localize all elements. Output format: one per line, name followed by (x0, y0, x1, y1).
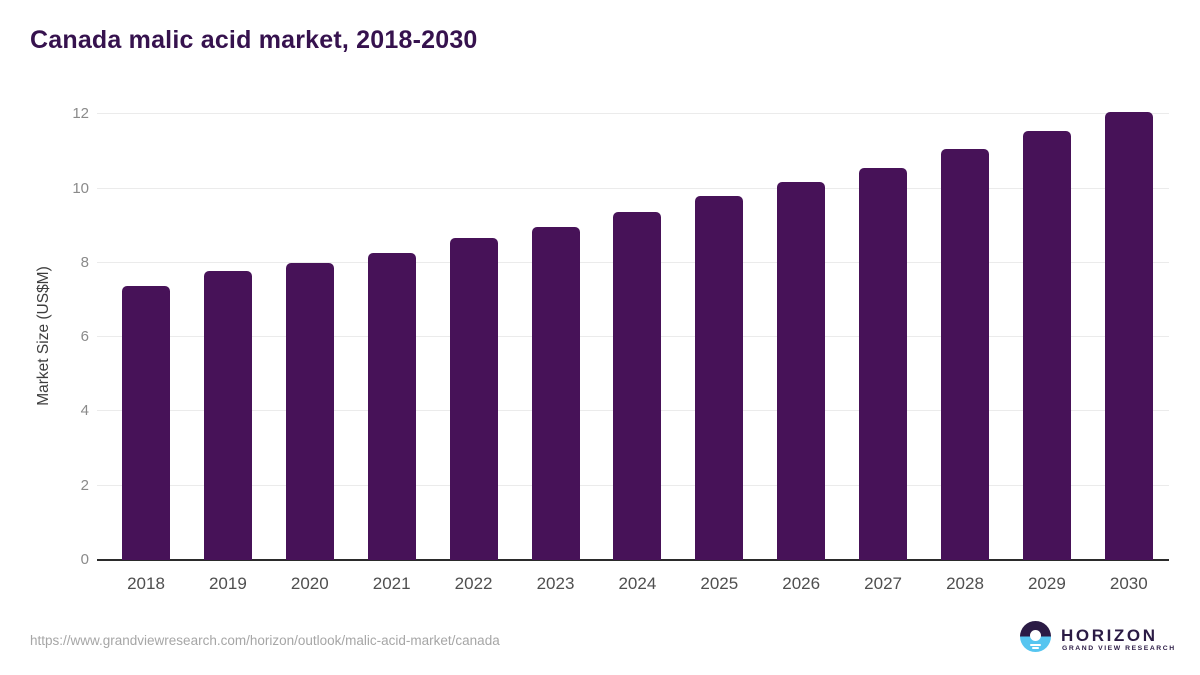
bar-column-2029: 2029 (1006, 94, 1088, 593)
bar-2028 (941, 148, 989, 560)
x-tick-label-2020: 2020 (290, 574, 329, 593)
bar-2020 (285, 262, 334, 560)
chart-title: Canada malic acid market, 2018-2030 (30, 26, 478, 54)
x-tick-label-2022: 2022 (454, 574, 493, 593)
y-tick-label-0: 0 (80, 551, 89, 568)
bar-2023 (531, 226, 580, 560)
y-tick-label-12: 12 (72, 105, 89, 123)
bar-column-2026: 2026 (760, 94, 842, 593)
horizon-logo-icon (1020, 621, 1051, 652)
y-tick-label-6: 6 (80, 328, 89, 346)
bar-column-2023: 2023 (515, 94, 597, 593)
sun-icon (1030, 630, 1041, 641)
x-tick-label-2024: 2024 (618, 574, 657, 593)
x-tick-label-2023: 2023 (536, 574, 575, 593)
bar-2018 (122, 285, 170, 560)
horizon-logo: HORIZON GRAND VIEW RESEARCH (1020, 621, 1180, 655)
x-axis-line (97, 559, 1169, 561)
bar-2022 (449, 237, 498, 560)
bar-column-2027: 2027 (842, 94, 924, 593)
wave-icon (1032, 647, 1039, 649)
y-tick-label-10: 10 (72, 179, 89, 197)
x-tick-label-2025: 2025 (700, 574, 739, 593)
x-tick-label-2028: 2028 (946, 574, 984, 593)
source-url: https://www.grandviewresearch.com/horizo… (30, 633, 500, 648)
y-tick-label-2: 2 (80, 476, 89, 494)
bar-column-2018: 2018 (105, 94, 187, 593)
bar-column-2020: 2020 (269, 94, 351, 593)
x-tick-label-2029: 2029 (1027, 574, 1066, 593)
bar-2029 (1022, 131, 1071, 560)
x-tick-label-2019: 2019 (208, 574, 247, 593)
bar-column-2028: 2028 (924, 94, 1006, 593)
bar-2019 (203, 270, 252, 560)
bar-2027 (859, 168, 908, 560)
bar-2021 (367, 252, 416, 560)
bar-column-2025: 2025 (678, 94, 760, 593)
x-tick-label-2030: 2030 (1109, 574, 1148, 593)
x-tick-label-2018: 2018 (127, 574, 165, 593)
y-tick-label-8: 8 (80, 253, 89, 271)
x-tick-label-2021: 2021 (372, 574, 411, 593)
wave-icon (1030, 643, 1041, 646)
bar-2025 (695, 196, 744, 560)
plot-area: 0 2 4 6 8 10 12 2018 2019 2020 2021 2022 2023 2024 202… (72, 94, 1170, 593)
x-tick-label-2027: 2027 (864, 574, 902, 593)
bar-column-2021: 2021 (351, 94, 433, 593)
gridline-12 (97, 113, 1169, 115)
x-tick-label-2026: 2026 (782, 574, 821, 593)
logo-name: HORIZON (1061, 626, 1158, 645)
bar-2024 (613, 211, 662, 560)
bar-2030 (1104, 111, 1153, 560)
y-tick-label-4: 4 (80, 402, 89, 420)
bar-column-2030: 2030 (1088, 94, 1170, 593)
logo-tagline: GRAND VIEW RESEARCH (1062, 645, 1176, 652)
bar-column-2022: 2022 (433, 94, 515, 593)
bar-2026 (777, 182, 826, 560)
bar-column-2019: 2019 (187, 94, 269, 593)
gridline-10 (97, 187, 1169, 189)
bar-column-2024: 2024 (596, 94, 678, 593)
